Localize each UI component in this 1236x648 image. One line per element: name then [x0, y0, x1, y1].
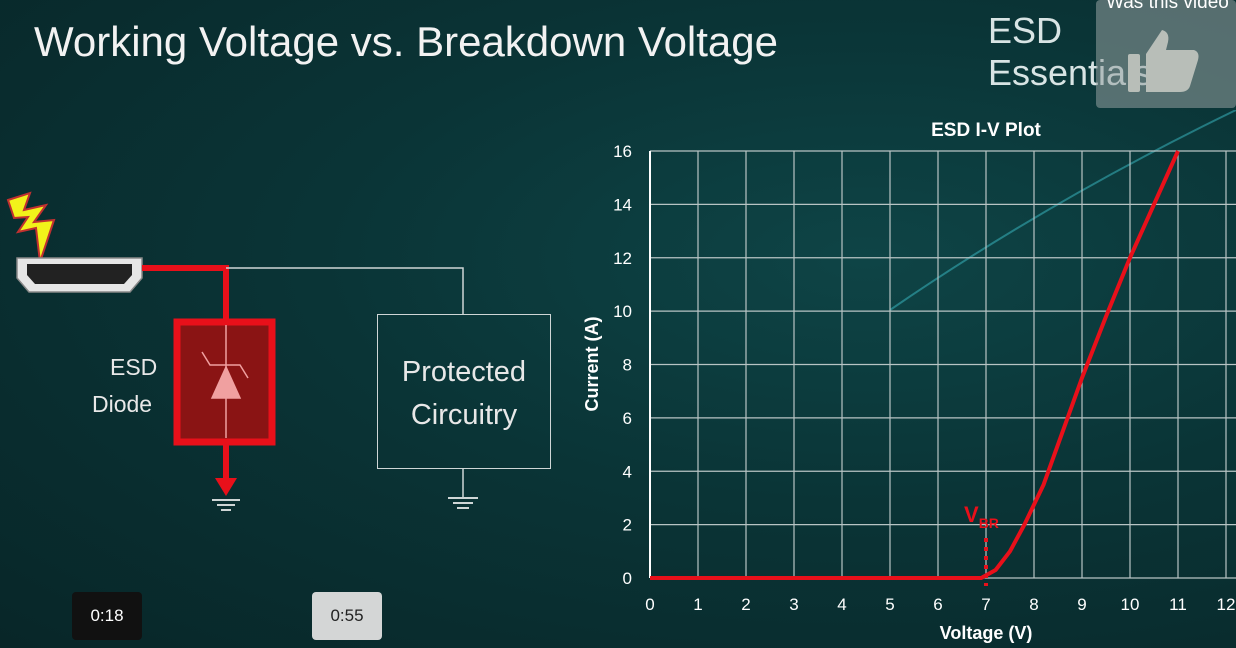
lightning-icon	[6, 191, 56, 263]
x-tick-label: 6	[933, 595, 942, 614]
x-axis-label: Voltage (V)	[940, 623, 1033, 643]
y-tick-label: 0	[623, 569, 632, 588]
vbr-annotation: VBR	[964, 502, 999, 531]
esd-circuit-diagram	[6, 191, 478, 511]
arrow-down-icon	[215, 478, 237, 496]
y-tick-label: 2	[623, 516, 632, 535]
ground-icon	[212, 499, 240, 511]
y-tick-label: 14	[613, 195, 632, 214]
diode-label: Diode	[92, 391, 153, 417]
x-tick-label: 4	[837, 595, 846, 614]
x-tick-label: 8	[1029, 595, 1038, 614]
timestamp-current[interactable]: 0:18	[72, 592, 142, 640]
y-tick-label: 4	[623, 462, 632, 481]
protected-label: Protected	[401, 356, 527, 388]
x-tick-label: 5	[885, 595, 894, 614]
y-tick-label: 16	[613, 142, 632, 161]
thumbs-up-icon[interactable]	[1128, 30, 1200, 92]
hdmi-connector-icon	[16, 257, 143, 293]
timestamp-duration[interactable]: 0:55	[312, 592, 382, 640]
decorative-arc	[889, 110, 1236, 311]
slide-title: Working Voltage vs. Breakdown Voltage	[34, 18, 779, 65]
y-tick-label: 12	[613, 249, 632, 268]
y-tick-label: 10	[613, 302, 632, 321]
signal-wire	[226, 267, 464, 314]
esd-path-top	[142, 265, 229, 322]
y-tick-label: 6	[623, 409, 632, 428]
y-axis-label: Current (A)	[582, 317, 602, 412]
x-tick-label: 10	[1121, 595, 1140, 614]
x-tick-label: 1	[693, 595, 702, 614]
protected-label: Circuitry	[410, 399, 518, 431]
x-tick-label: 12	[1217, 595, 1236, 614]
x-tick-label: 9	[1077, 595, 1086, 614]
feedback-prompt: Was this video	[1106, 0, 1229, 13]
x-tick-label: 0	[645, 595, 654, 614]
x-tick-label: 3	[789, 595, 798, 614]
iv-curve	[650, 150, 1180, 580]
zener-diode-icon	[201, 325, 249, 438]
x-tick-label: 7	[981, 595, 990, 614]
diode-label: ESD	[110, 354, 158, 380]
x-tick-label: 2	[741, 595, 750, 614]
protected-circuitry-box: Protected Circuitry	[377, 314, 551, 469]
x-tick-label: 11	[1169, 595, 1187, 614]
chart-title: ESD I-V Plot	[931, 120, 1041, 141]
y-tick-label: 8	[623, 356, 632, 375]
ground-icon	[448, 497, 478, 509]
